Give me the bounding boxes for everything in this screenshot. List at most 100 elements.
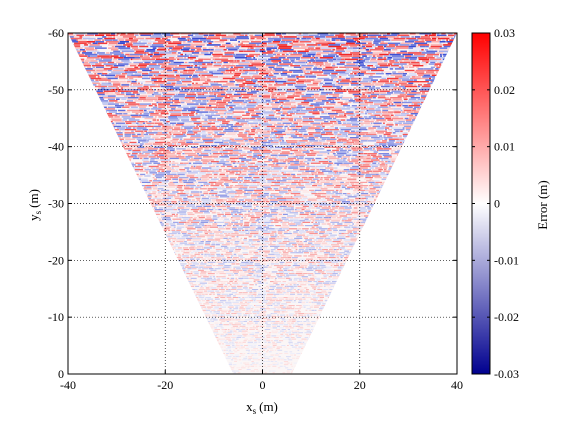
error-point: [205, 108, 212, 110]
error-point: [259, 165, 266, 168]
error-point: [336, 47, 347, 49]
error-point: [194, 60, 203, 62]
error-point: [305, 106, 314, 108]
error-point: [355, 130, 362, 132]
error-point: [118, 47, 131, 49]
error-point: [366, 157, 371, 160]
error-point: [365, 162, 371, 164]
error-point: [314, 210, 317, 212]
error-point: [182, 81, 192, 83]
error-point: [334, 199, 338, 201]
error-point: [309, 189, 315, 191]
error-point: [157, 193, 161, 195]
error-point: [192, 79, 201, 81]
error-point: [352, 55, 361, 57]
error-point: [171, 108, 176, 110]
error-point: [268, 157, 277, 160]
error-point: [203, 36, 207, 38]
error-point: [192, 41, 203, 43]
error-point: [233, 149, 243, 152]
error-point: [146, 167, 149, 169]
error-point: [244, 177, 252, 179]
error-point: [321, 194, 331, 196]
error-point: [287, 161, 290, 163]
error-point: [410, 124, 414, 126]
error-point: [211, 90, 220, 92]
error-point: [415, 69, 428, 72]
error-point: [90, 63, 95, 65]
error-point: [276, 197, 286, 199]
error-point: [295, 204, 301, 206]
error-point: [282, 122, 292, 124]
error-point: [287, 92, 293, 94]
error-point: [414, 71, 425, 73]
error-point: [122, 130, 130, 132]
error-point: [352, 50, 359, 53]
error-point: [180, 194, 189, 196]
error-point: [244, 77, 254, 80]
error-point: [252, 148, 258, 150]
error-point: [174, 146, 179, 148]
error-point: [301, 209, 305, 211]
error-point: [139, 66, 146, 68]
error-point: [195, 226, 202, 228]
error-point: [83, 69, 96, 72]
error-point: [266, 61, 272, 64]
error-point: [199, 125, 202, 128]
error-point: [162, 132, 168, 134]
error-point: [167, 196, 174, 198]
error-point: [426, 53, 439, 56]
error-point: [116, 127, 126, 129]
error-point: [286, 229, 290, 231]
error-point: [192, 148, 196, 150]
error-point: [284, 220, 288, 222]
error-point: [340, 157, 343, 160]
error-point: [368, 42, 372, 45]
error-point: [404, 69, 415, 72]
error-point: [262, 111, 274, 113]
error-point: [279, 49, 294, 51]
error-point: [317, 191, 325, 193]
error-point: [221, 71, 225, 73]
error-point: [132, 149, 141, 152]
error-point: [247, 151, 252, 153]
error-point: [271, 181, 281, 183]
error-point: [130, 82, 137, 84]
error-point: [200, 76, 205, 78]
error-point: [212, 153, 223, 155]
error-point: [116, 93, 125, 96]
error-point: [201, 66, 207, 68]
error-point: [265, 60, 271, 62]
error-point: [408, 47, 414, 49]
error-point: [328, 145, 333, 147]
error-point: [157, 189, 160, 191]
error-point: [164, 236, 173, 238]
error-point: [266, 125, 275, 128]
error-point: [119, 34, 134, 37]
error-point: [160, 202, 171, 204]
error-point: [276, 239, 283, 241]
error-point: [194, 156, 202, 158]
error-point: [272, 36, 278, 38]
error-point: [361, 52, 373, 54]
error-point: [334, 125, 345, 128]
error-point: [380, 42, 388, 45]
error-point: [428, 47, 440, 49]
error-point: [225, 193, 229, 195]
error-point: [127, 73, 133, 75]
error-point: [326, 138, 337, 140]
error-point: [186, 141, 194, 144]
error-point: [155, 159, 161, 161]
error-point: [334, 135, 337, 137]
error-point: [359, 127, 367, 129]
error-point: [186, 148, 191, 150]
error-point: [305, 114, 318, 116]
error-point: [125, 121, 137, 123]
error-point: [215, 159, 219, 161]
error-point: [148, 202, 155, 204]
error-point: [355, 197, 362, 199]
error-point: [392, 117, 404, 120]
error-point: [74, 42, 87, 45]
error-point: [253, 169, 259, 171]
error-point: [117, 42, 125, 45]
